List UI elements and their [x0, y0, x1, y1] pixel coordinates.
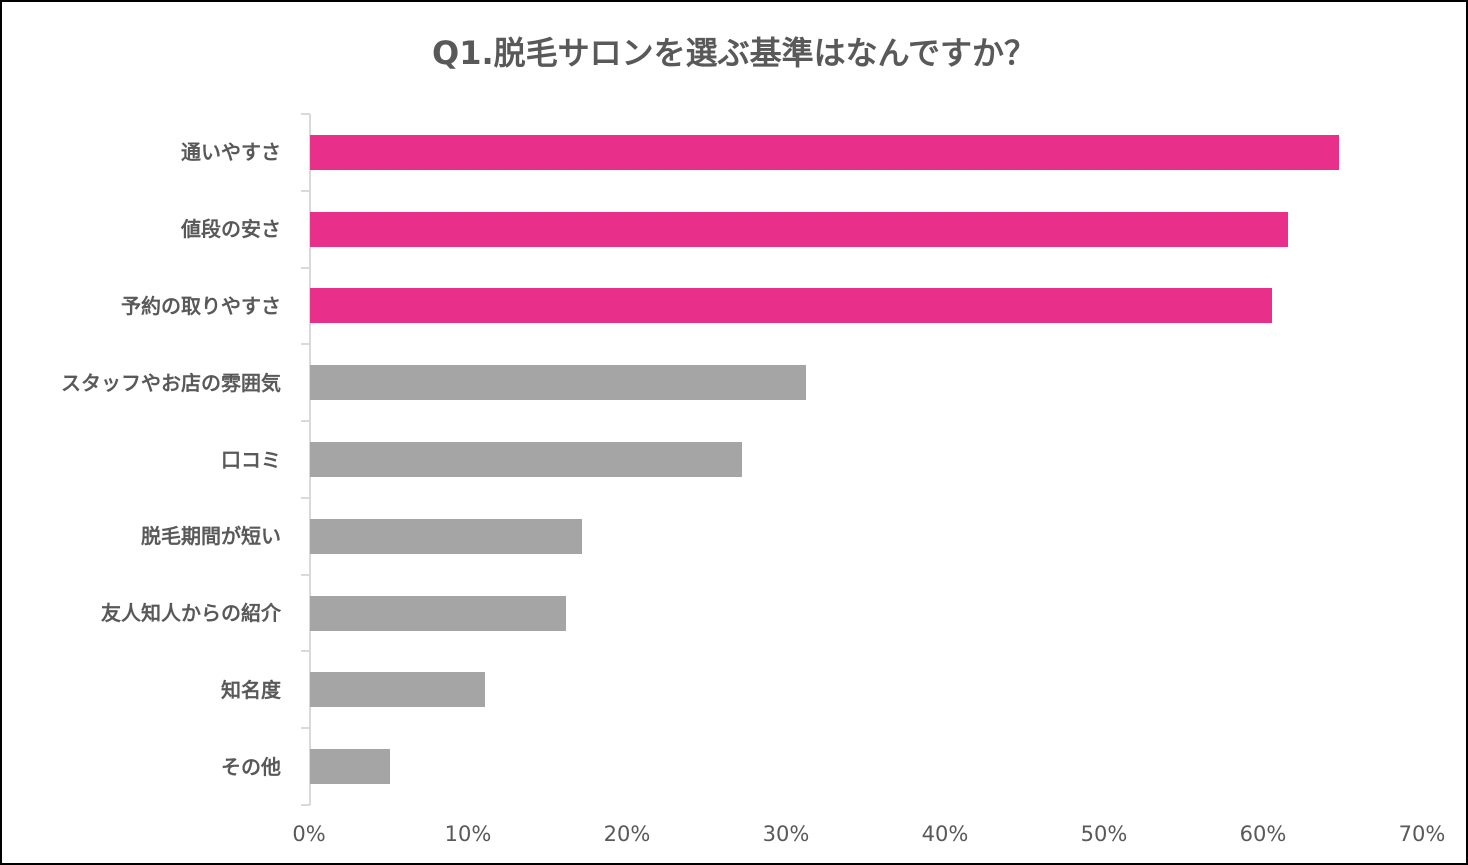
bar [310, 211, 1288, 247]
x-tick-label: 30% [762, 822, 810, 846]
bar [310, 749, 390, 785]
plot-area [301, 113, 1422, 806]
category-label: 通いやすさ [181, 140, 281, 165]
category-label: 口コミ [221, 447, 281, 472]
x-tick-label: 50% [1080, 822, 1128, 846]
bar [310, 518, 582, 554]
category-label: 脱毛期間が短い [141, 524, 281, 549]
y-axis-tick [301, 343, 310, 346]
bar [310, 365, 807, 401]
category-label: 値段の安さ [181, 217, 281, 242]
bar [310, 288, 1272, 324]
category-label: 友人知人からの紹介 [101, 601, 281, 626]
bar [310, 442, 743, 477]
bar [310, 134, 1339, 170]
x-tick-label: 10% [444, 822, 492, 846]
y-axis-tick [301, 650, 310, 653]
category-label: その他 [221, 754, 281, 779]
category-label: スタッフやお店の雰囲気 [61, 370, 281, 395]
category-label: 知名度 [221, 677, 281, 702]
x-tick-label: 70% [1398, 822, 1446, 846]
y-axis-tick [301, 496, 310, 499]
y-axis-tick [301, 573, 310, 576]
bar [310, 595, 566, 631]
x-tick-label: 0% [292, 822, 326, 846]
y-axis-tick [301, 804, 310, 806]
x-tick-label: 20% [603, 822, 651, 846]
chart-title: Q1.脱毛サロンを選ぶ基準はなんですか？ [431, 34, 1037, 72]
y-axis-tick [301, 266, 310, 269]
y-axis-tick [301, 727, 310, 730]
x-tick-label: 60% [1239, 822, 1287, 846]
x-tick-label: 40% [921, 822, 969, 846]
y-axis-tick [301, 420, 310, 423]
bar [310, 672, 485, 708]
category-label: 予約の取りやすさ [121, 293, 281, 318]
y-axis-tick [301, 189, 310, 192]
y-axis-tick [301, 113, 310, 115]
